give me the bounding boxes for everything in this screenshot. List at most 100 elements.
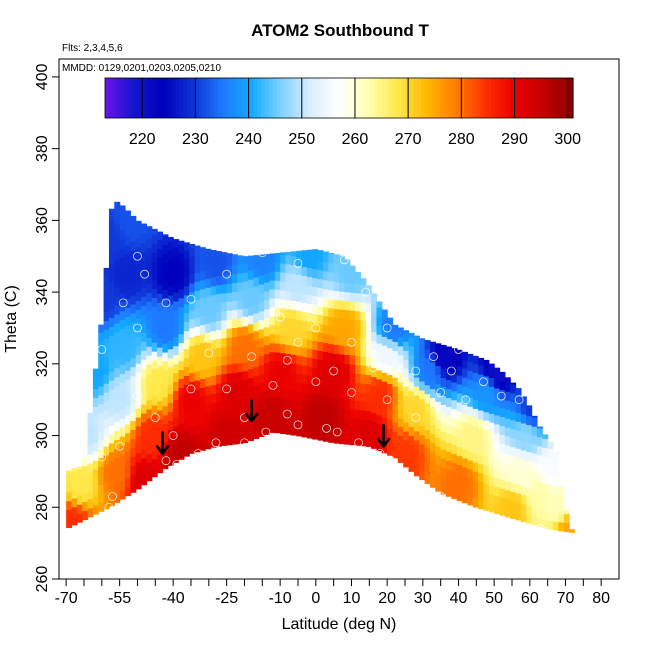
heat-cell <box>98 421 105 432</box>
heat-cell <box>146 256 153 267</box>
heat-cell <box>360 400 367 411</box>
heat-cell <box>456 446 463 457</box>
heat-cell <box>387 317 394 322</box>
heat-cell <box>151 395 158 406</box>
heat-cell <box>130 465 137 475</box>
heat-cell <box>124 378 131 389</box>
heat-cell <box>376 432 383 443</box>
sample-marker <box>411 366 421 376</box>
heat-cell <box>478 374 485 384</box>
heat-cell <box>274 280 281 290</box>
heat-cell <box>504 418 511 428</box>
heat-cell <box>397 327 404 329</box>
heat-cell <box>365 374 372 385</box>
heat-cell <box>355 427 361 437</box>
heat-cell <box>258 355 265 366</box>
heat-cell <box>339 309 345 319</box>
heat-cell <box>365 293 372 304</box>
heat-cell <box>483 420 490 431</box>
heat-cell <box>290 372 297 382</box>
heat-cell <box>515 430 522 440</box>
heat-cell <box>264 272 271 283</box>
heat-cell <box>349 292 356 302</box>
sample-marker <box>400 481 410 491</box>
heat-cell <box>349 265 356 275</box>
heat-cell <box>248 332 254 343</box>
sample-marker <box>293 337 303 347</box>
heat-cell <box>376 396 383 407</box>
heat-cell <box>87 412 94 419</box>
heat-cell <box>119 436 126 446</box>
heat-cell <box>221 257 228 267</box>
heat-cell <box>130 366 137 377</box>
sample-marker <box>133 251 142 261</box>
heat-cell <box>199 297 206 308</box>
heat-cell <box>248 368 254 379</box>
heat-cell <box>157 391 164 402</box>
heat-cell <box>151 449 158 460</box>
heat-cell <box>349 283 356 293</box>
heat-cell <box>312 358 319 368</box>
heat-cell <box>178 297 185 308</box>
heat-cell <box>242 361 249 372</box>
heat-cell <box>488 368 495 378</box>
heat-cell <box>355 337 361 348</box>
heat-cell <box>124 235 131 246</box>
heat-cell <box>446 487 452 497</box>
heat-cell <box>328 352 335 363</box>
heat-cell <box>494 477 501 488</box>
heat-cell <box>456 437 463 448</box>
heat-cell <box>360 347 367 357</box>
heat-cell <box>446 379 452 390</box>
heat-cell <box>467 353 474 362</box>
heat-cell <box>146 364 153 374</box>
sample-marker <box>347 337 356 347</box>
heat-cell <box>242 424 249 435</box>
heat-cell <box>424 411 431 422</box>
heat-cell <box>226 346 233 356</box>
heat-cell <box>419 389 426 400</box>
colorbar-segment <box>276 78 282 118</box>
heat-cell <box>280 280 287 291</box>
heat-cell <box>349 408 356 419</box>
heat-cell <box>231 399 238 409</box>
heat-cell <box>274 387 281 398</box>
heat-cell <box>141 323 147 333</box>
heat-cell <box>248 377 254 388</box>
heat-cell <box>413 421 420 432</box>
heat-cell <box>189 273 196 284</box>
heat-cell <box>536 454 543 465</box>
heat-cell <box>130 215 137 224</box>
sample-marker <box>240 316 249 326</box>
heat-cell <box>199 414 206 424</box>
heat-cell <box>119 229 126 240</box>
heat-cell <box>178 270 185 281</box>
heat-cell <box>237 380 244 391</box>
heat-cell <box>130 330 137 341</box>
heat-cell <box>183 438 190 448</box>
heat-cell <box>333 335 340 345</box>
heat-cell <box>290 318 297 328</box>
heat-cell <box>365 311 372 322</box>
heat-cell <box>167 456 174 466</box>
heat-cell <box>194 362 201 372</box>
heat-cell <box>135 407 142 418</box>
heat-cell <box>210 267 217 278</box>
heat-cell <box>478 445 485 456</box>
heat-cell <box>488 467 495 477</box>
heat-cell <box>301 338 308 348</box>
colorbar-segment <box>510 78 516 118</box>
heat-cell <box>355 328 361 339</box>
sample-marker <box>479 377 488 387</box>
heat-cell <box>157 382 164 393</box>
heat-cell <box>312 322 319 332</box>
sample-marker <box>332 427 342 437</box>
heat-cell <box>103 356 110 366</box>
heat-cell <box>285 389 292 399</box>
heat-cell <box>258 364 265 375</box>
heat-cell <box>205 251 212 261</box>
heat-cell <box>103 320 110 330</box>
heat-cell <box>210 303 217 314</box>
heat-cell <box>108 254 115 265</box>
heat-cell <box>248 296 254 307</box>
